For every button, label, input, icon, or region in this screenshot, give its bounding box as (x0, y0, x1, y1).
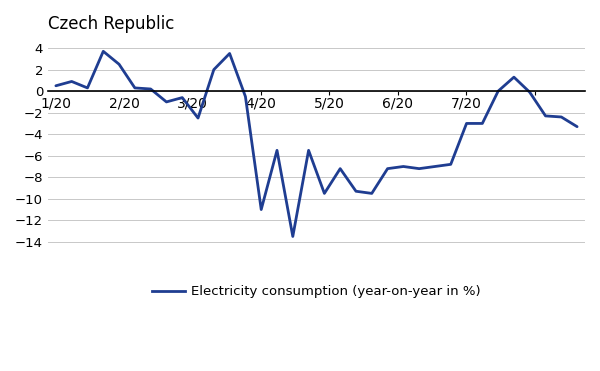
Text: Czech Republic: Czech Republic (48, 15, 175, 33)
Legend: Electricity consumption (year-on-year in %): Electricity consumption (year-on-year in… (146, 280, 487, 303)
